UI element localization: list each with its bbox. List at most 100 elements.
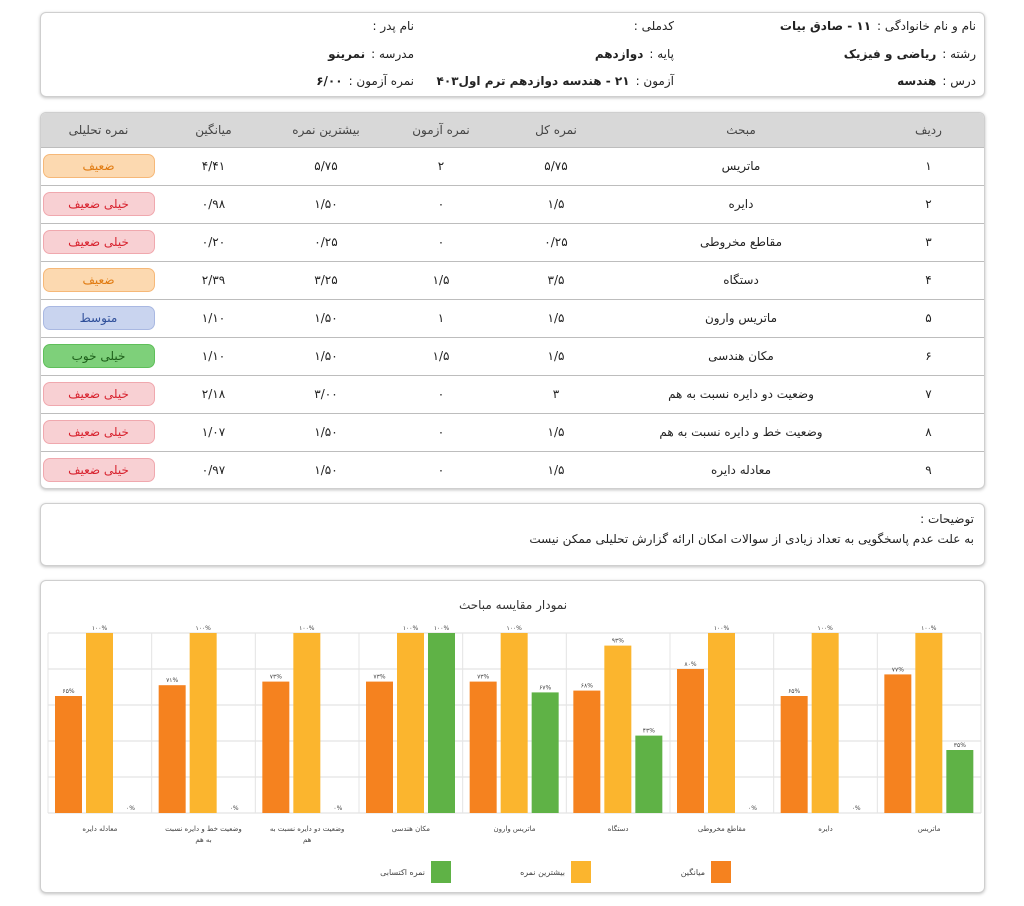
exam-field: آزمون :۲۱ - هندسه دوازدهم ترم اول۴۰۳: [436, 74, 674, 88]
bar-average: [573, 690, 601, 813]
column-header: بیشترین نمره: [271, 113, 381, 147]
data-label: ۰%: [852, 805, 861, 812]
max-score: ۳/۰۰: [271, 374, 381, 413]
analysis-cell: ضعیف: [41, 146, 156, 185]
column-header: مبحث: [611, 113, 871, 147]
data-label: ۳۵%: [954, 742, 966, 749]
legend-swatch: [571, 861, 591, 883]
bar-max: [397, 633, 424, 813]
topic: ماتریس وارون: [611, 298, 871, 337]
grade-field: پایه :دوازدهم: [594, 47, 674, 61]
average: ۰/۹۷: [156, 450, 271, 488]
status-badge: خیلی خوب: [42, 344, 155, 368]
category-label: مقاطع مخروطی: [698, 825, 746, 833]
analysis-cell: خیلی ضعیف: [41, 412, 156, 451]
row-number: ۸: [871, 412, 984, 451]
row-number: ۲: [871, 184, 984, 223]
bar-max: [915, 633, 943, 813]
column-header: میانگین: [156, 113, 271, 147]
data-label: ۶۵%: [62, 688, 74, 695]
legend-label: میانگین: [681, 867, 705, 877]
topic: وضعیت دو دایره نسبت به هم: [611, 374, 871, 413]
data-label: ۱۰۰%: [434, 625, 450, 632]
topic: دایره: [611, 184, 871, 223]
column-header: نمره کل: [501, 113, 611, 147]
bar-acquired: [635, 735, 663, 813]
topic: مقاطع مخروطی: [611, 222, 871, 261]
exam-score: ۱: [381, 298, 501, 337]
data-label: ۷۷%: [892, 666, 904, 673]
average: ۰/۹۸: [156, 184, 271, 223]
status-badge: خیلی ضعیف: [42, 230, 155, 254]
row-number: ۵: [871, 298, 984, 337]
data-label: ۱۰۰%: [299, 625, 315, 632]
bar-average: [780, 696, 808, 813]
max-score: ۵/۷۵: [271, 146, 381, 185]
topic: دستگاه: [611, 260, 871, 299]
data-label: ۶۵%: [788, 688, 800, 695]
name-field: نام و نام خانوادگی :۱۱ - صادق بیات: [779, 19, 976, 33]
max-score: ۱/۵۰: [271, 336, 381, 375]
data-label: ۸۰%: [684, 661, 696, 668]
column-header: نمره تحلیلی: [41, 113, 156, 147]
table-row: ۸ وضعیت خط و دایره نسبت به هم ۱/۵ ۰ ۱/۵۰ ۱/۰۷…: [41, 412, 984, 451]
topic: ماتریس: [611, 146, 871, 185]
category-label: دایره: [818, 825, 833, 833]
data-label: ۱۰۰%: [714, 625, 730, 632]
column-header: ردیف: [871, 113, 984, 147]
category-label: مکان هندسی: [392, 825, 431, 833]
bar-acquired: [531, 692, 559, 813]
topic: مکان هندسی: [611, 336, 871, 375]
data-label: ۷۳%: [477, 674, 489, 681]
legend-label: نمره اکتسابی: [380, 868, 425, 877]
category-label: به هم: [195, 836, 211, 844]
father-name-field: نام پدر :: [372, 19, 414, 33]
data-label: ۱۰۰%: [921, 625, 937, 632]
bar-average: [262, 681, 290, 813]
data-label: ۰%: [230, 805, 239, 812]
data-label: ۱۰۰%: [92, 625, 108, 632]
exam-score: ۰: [381, 450, 501, 488]
data-label: ۱۰۰%: [506, 625, 522, 632]
average: ۲/۱۸: [156, 374, 271, 413]
bar-max: [708, 633, 735, 813]
analysis-cell: ضعیف: [41, 260, 156, 299]
table-row: ۶ مکان هندسی ۱/۵ ۱/۵ ۱/۵۰ ۱/۱۰ خیلی خوب: [41, 336, 984, 375]
total-score: ۳/۵: [501, 260, 611, 299]
bar-max: [500, 633, 528, 813]
row-number: ۷: [871, 374, 984, 413]
exam-score: ۱/۵: [381, 260, 501, 299]
status-badge: خیلی ضعیف: [42, 458, 155, 483]
bar-max: [86, 633, 113, 813]
status-badge: ضعیف: [42, 154, 155, 178]
analysis-cell: متوسط: [41, 298, 156, 337]
topics-table: ردیف مبحث نمره کل نمره آزمون بیشترین نمره میا…: [40, 112, 985, 489]
max-score: ۱/۵۰: [271, 412, 381, 451]
chart-svg: نمودار مقایسه مباحث ۷۷% ۱۰۰% ۳۵% ماتریس ۶۵% ۱۰…: [47, 598, 982, 883]
row-number: ۱: [871, 146, 984, 185]
data-label: ۱۰۰%: [817, 625, 833, 632]
average: ۰/۲۰: [156, 222, 271, 261]
data-label: ۴۳%: [643, 728, 655, 735]
course-field: درس :هندسه: [897, 74, 976, 88]
analysis-cell: خیلی ضعیف: [41, 222, 156, 261]
data-label: ۱۰۰%: [403, 625, 419, 632]
notes-panel: توضیحات : به علت عدم پاسخگویی به تعداد ز…: [40, 503, 985, 566]
category-label: معادله دایره: [82, 825, 117, 833]
bar-average: [884, 674, 912, 813]
row-number: ۶: [871, 336, 984, 375]
data-label: ۰%: [748, 805, 757, 812]
exam-score: ۰: [381, 374, 501, 413]
total-score: ۱/۵: [501, 412, 611, 451]
total-score: ۵/۷۵: [501, 146, 611, 185]
exam-score: ۰: [381, 412, 501, 451]
table-row: ۵ ماتریس وارون ۱/۵ ۱ ۱/۵۰ ۱/۱۰ متوسط: [41, 298, 984, 337]
max-score: ۳/۲۵: [271, 260, 381, 299]
national-id-field: کدملی :: [633, 19, 674, 33]
bar-average: [366, 681, 393, 813]
average: ۱/۱۰: [156, 336, 271, 375]
table-row: ۹ معادله دایره ۱/۵ ۰ ۱/۵۰ ۰/۹۷ خیلی ضعیف: [41, 450, 984, 488]
row-number: ۹: [871, 450, 984, 488]
category-label: هم: [303, 836, 312, 844]
exam-score: ۰: [381, 222, 501, 261]
